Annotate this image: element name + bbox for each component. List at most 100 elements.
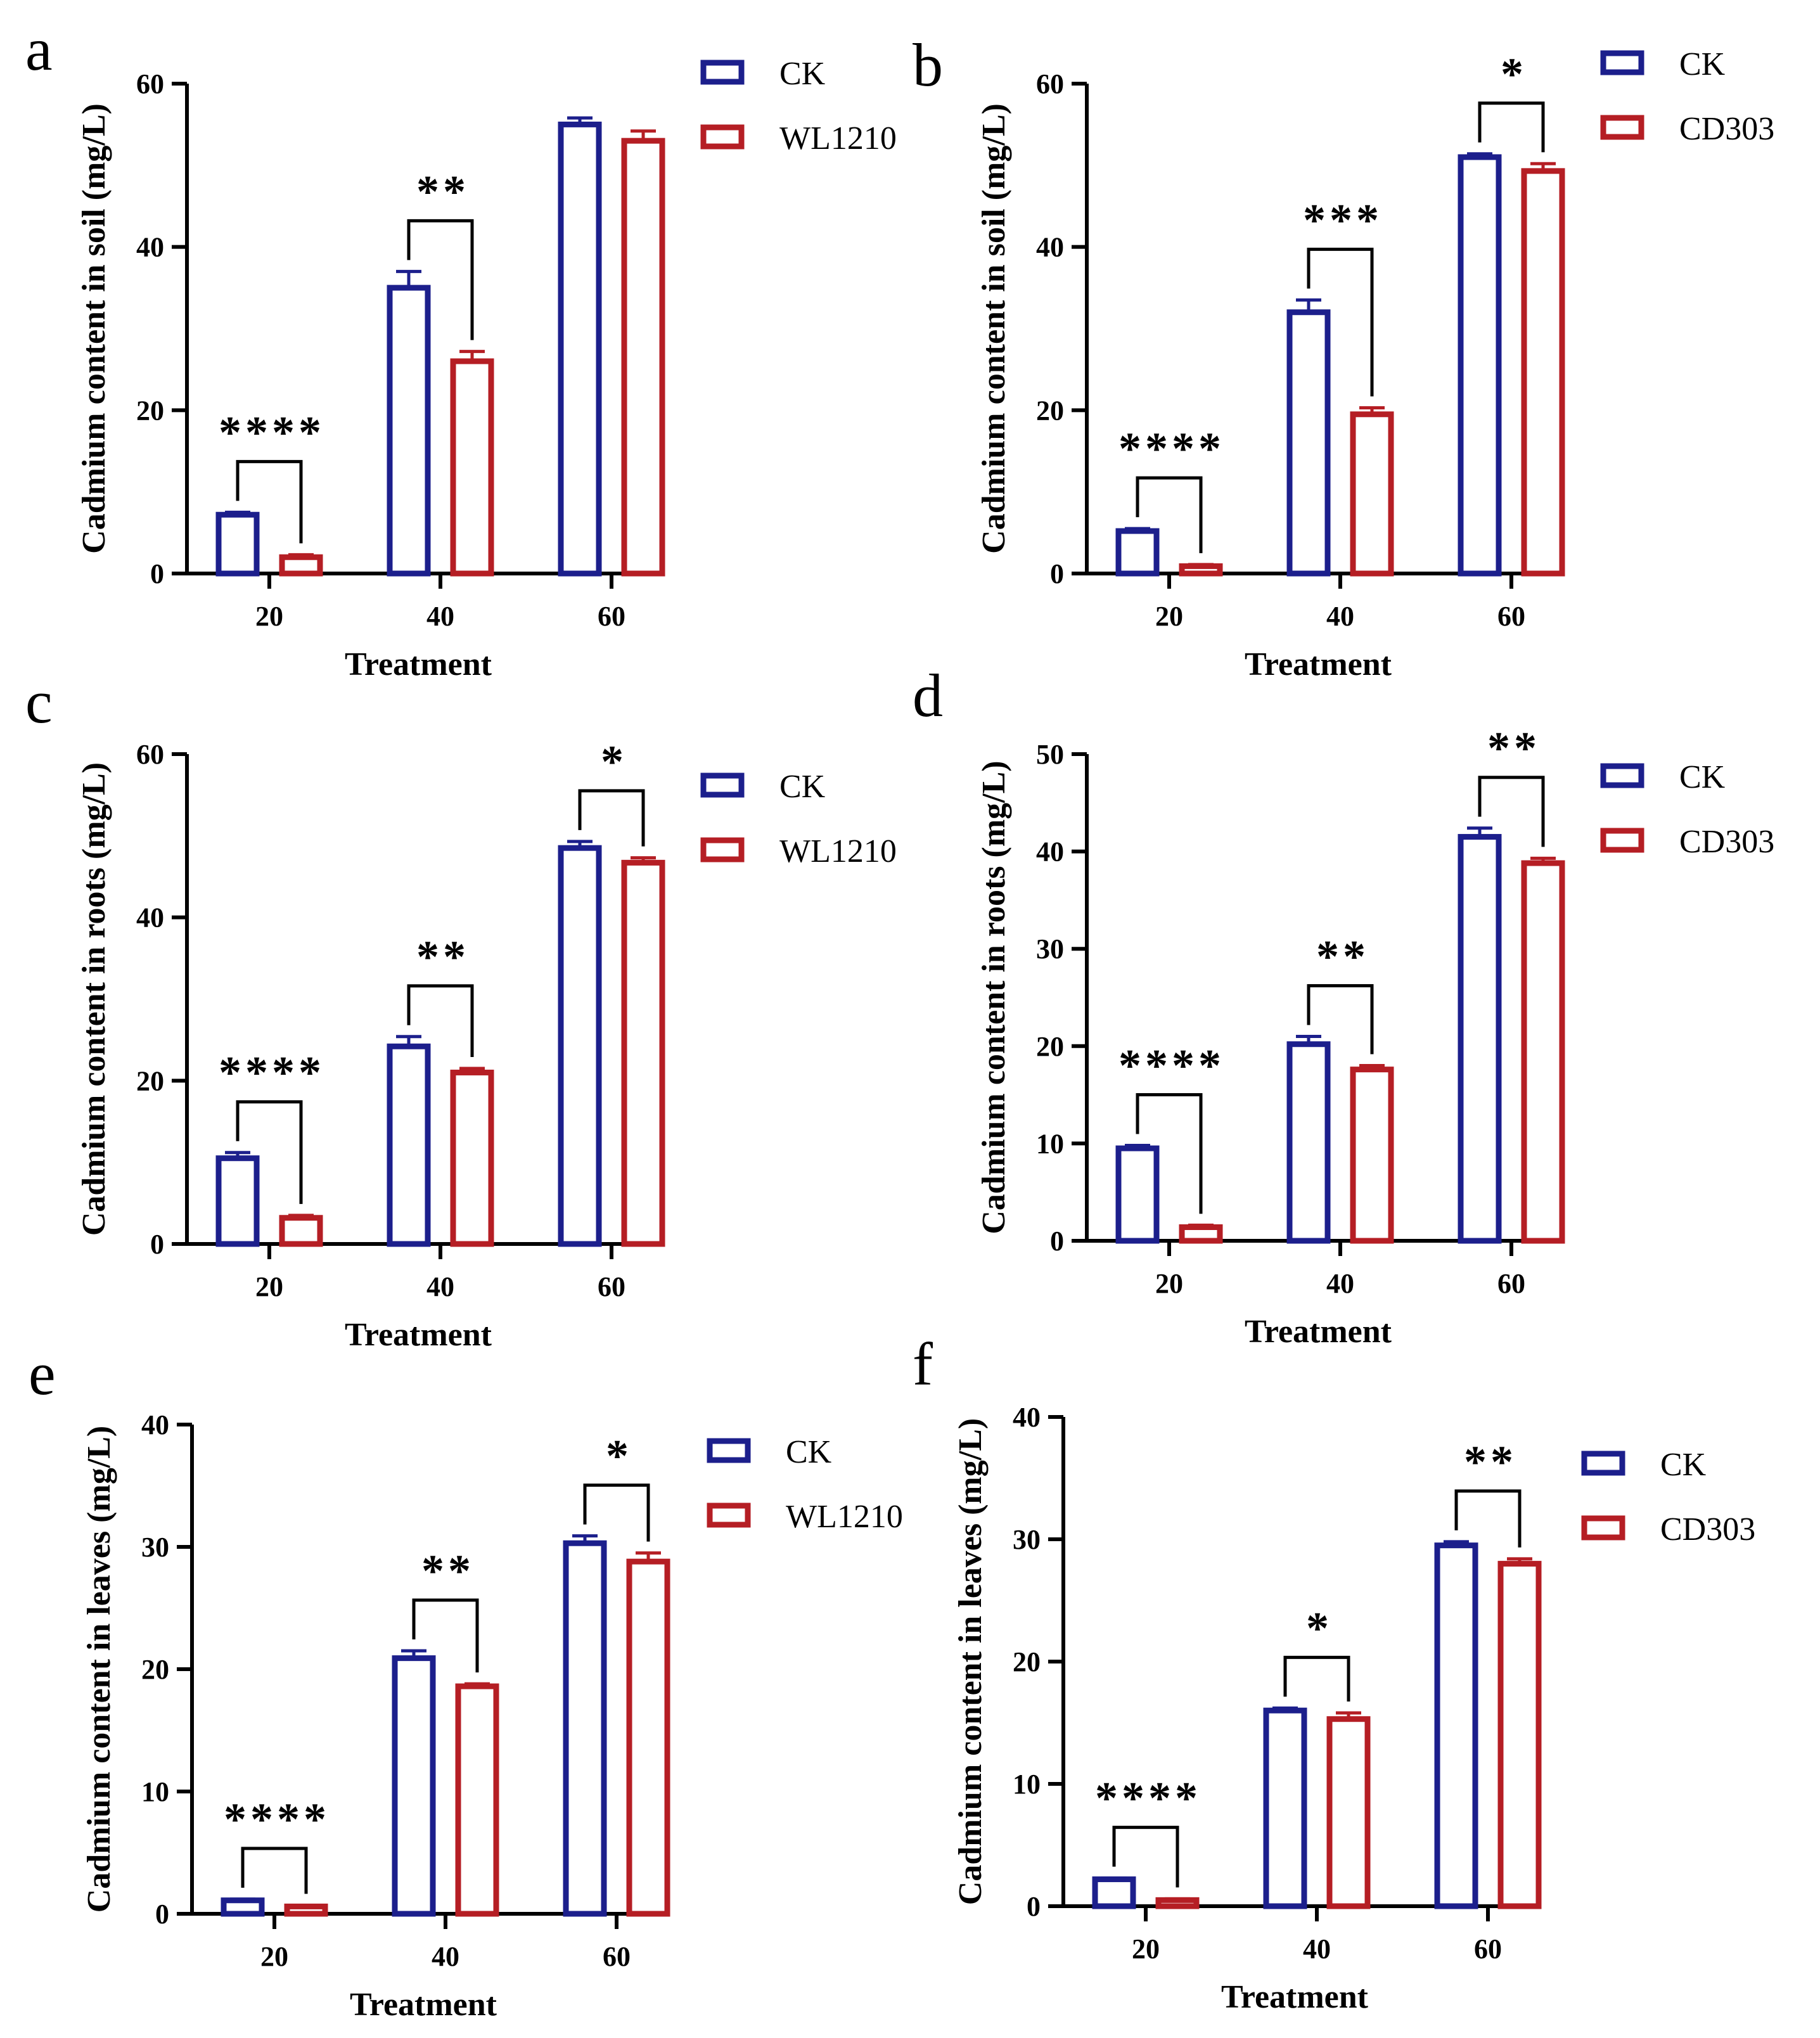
significance-bracket [412, 1598, 479, 1673]
x-tick-label: 60 [1497, 601, 1525, 632]
x-tick-label: 20 [1132, 1933, 1160, 1964]
y-axis-title: Cadmium content in roots (mg/L) [76, 762, 112, 1236]
x-axis-title: Treatment [1221, 1979, 1369, 2015]
panel-letter: f [913, 1330, 933, 1398]
x-tick-label: 20 [255, 1271, 283, 1302]
significance-bracket [1307, 247, 1374, 397]
legend-swatch-ck [1600, 763, 1644, 788]
bar-ck-60 [1434, 1542, 1478, 1909]
significance-label: **** [224, 1794, 330, 1845]
x-tick-label: 40 [1326, 601, 1354, 632]
x-axis-title: Treatment [350, 1987, 497, 2023]
x-tick-label: 40 [432, 1941, 459, 1972]
x-axis-title: Treatment [1245, 1314, 1392, 1350]
bar-ck-40 [387, 1043, 431, 1247]
significance-label: **** [1118, 423, 1225, 474]
panel-d: d 0 10 20 30 40 50 20 40 60 Treatment Cadmium conte… [913, 662, 1774, 1350]
y-tick-label: 0 [1050, 558, 1064, 589]
y-axis-title: Cadmium content in roots (mg/L) [976, 760, 1012, 1234]
significance-bracket [236, 1100, 303, 1204]
significance-bracket [1307, 984, 1374, 1054]
y-tick-label: 40 [136, 232, 164, 263]
bar-ck-20 [1115, 1145, 1160, 1244]
bar-ck-40 [1263, 1707, 1307, 1909]
legend-swatch-cd303 [1600, 828, 1644, 853]
legend-swatch-wl1210 [707, 1503, 751, 1528]
panel-f: f 0 10 20 30 40 20 40 60 Treatment Cadmium content… [913, 1330, 1755, 2015]
bar-ck-60 [1458, 154, 1502, 577]
legend-label-ck: CK [779, 769, 826, 805]
bar-cd303-20 [1155, 1897, 1200, 1909]
significance-bracket [1454, 1489, 1522, 1548]
legend-label-ck: CK [779, 56, 826, 92]
panel-c: c 0 20 40 60 20 40 60 Treatment Cadmium content i… [25, 668, 897, 1353]
panel-e: e 0 10 20 30 40 20 40 60 Treatment Cadmium content… [29, 1340, 903, 2023]
legend-label-ck: CK [1679, 46, 1726, 82]
significance-bracket [583, 1484, 650, 1542]
significance-label: ** [421, 1546, 475, 1596]
bar-ck-20 [1115, 528, 1160, 577]
significance-label: * [1501, 49, 1527, 99]
y-tick-label: 40 [1036, 836, 1064, 868]
y-tick-label: 0 [150, 1229, 164, 1260]
significance-label: **** [1118, 1040, 1225, 1091]
bar-wl1210-40 [450, 358, 494, 577]
x-tick-label: 20 [260, 1941, 288, 1972]
bar-ck-60 [1458, 834, 1502, 1244]
bar-wl1210-40 [450, 1069, 494, 1247]
legend-label-cd303: CD303 [1660, 1511, 1755, 1548]
panel-letter: b [913, 31, 943, 99]
bar-ck-40 [387, 285, 431, 577]
significance-bracket [1478, 101, 1545, 153]
panel-letter: c [25, 668, 53, 736]
y-tick-label: 20 [136, 395, 164, 426]
y-tick-label: 40 [136, 902, 164, 933]
x-tick-label: 40 [426, 1271, 454, 1302]
bar-ck-20 [1092, 1876, 1136, 1909]
x-tick-label: 60 [603, 1941, 631, 1972]
panel-letter: d [913, 662, 943, 729]
legend-swatch-ck [707, 1438, 751, 1463]
y-tick-label: 0 [1050, 1226, 1064, 1257]
significance-label: **** [1095, 1773, 1202, 1824]
x-tick-label: 40 [1326, 1268, 1354, 1299]
bar-wl1210-40 [455, 1683, 499, 1917]
y-tick-label: 30 [141, 1532, 169, 1563]
bar-wl1210-20 [279, 1215, 323, 1247]
x-axis-title: Treatment [1245, 646, 1392, 683]
y-tick-label: 20 [1036, 395, 1064, 426]
significance-bracket [578, 789, 645, 847]
significance-bracket [236, 459, 303, 544]
x-tick-label: 60 [1497, 1268, 1525, 1299]
bar-ck-40 [1286, 1041, 1331, 1244]
x-tick-label: 20 [1155, 1268, 1183, 1299]
y-axis-title: Cadmium content in soil (mg/L) [976, 103, 1012, 554]
significance-label: **** [219, 407, 325, 458]
significance-label: * [1306, 1603, 1333, 1653]
legend-label-ck: CK [1660, 1447, 1707, 1483]
y-tick-label: 50 [1036, 739, 1064, 770]
bar-cd303-60 [1497, 1561, 1542, 1909]
bar-cd303-40 [1350, 1067, 1394, 1244]
significance-label: ** [416, 932, 470, 982]
legend-swatch-ck [1581, 1451, 1625, 1476]
significance-bracket [1478, 776, 1545, 847]
y-tick-label: 60 [1036, 68, 1064, 99]
significance-label: ** [1316, 931, 1369, 982]
y-tick-label: 30 [1013, 1524, 1041, 1555]
legend-label-wl1210: WL1210 [786, 1499, 903, 1535]
bar-wl1210-20 [279, 554, 323, 577]
y-tick-label: 10 [141, 1776, 169, 1807]
x-axis-title: Treatment [345, 646, 492, 683]
y-tick-label: 60 [136, 68, 164, 99]
legend-label-wl1210: WL1210 [779, 833, 897, 869]
bar-cd303-40 [1350, 411, 1394, 577]
significance-bracket [241, 1847, 308, 1894]
y-tick-label: 10 [1013, 1769, 1041, 1800]
bar-cd303-60 [1521, 168, 1565, 577]
significance-label: * [601, 736, 627, 787]
bar-ck-20 [221, 1897, 265, 1917]
significance-label: * [606, 1431, 632, 1482]
bar-wl1210-60 [621, 138, 665, 577]
y-tick-label: 0 [150, 558, 164, 589]
